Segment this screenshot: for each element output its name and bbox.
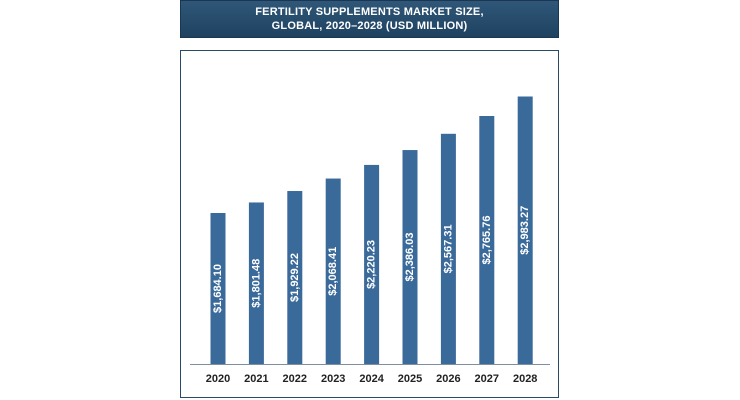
chart-title-line-1: FERTILITY SUPPLEMENTS MARKET SIZE,: [255, 6, 484, 18]
value-label-2026: $2,567.31: [442, 224, 454, 273]
value-label-2020: $1,684.10: [212, 264, 224, 313]
bar-2026: [440, 133, 456, 364]
value-label-2023: $2,068.41: [327, 247, 339, 296]
value-label-2027: $2,765.76: [481, 216, 493, 265]
x-tick-label-2021: 2021: [244, 373, 268, 385]
bar-2022: [287, 191, 303, 364]
x-tick-label-2025: 2025: [398, 373, 422, 385]
bar-2020: [210, 212, 226, 364]
x-tick-label-2020: 2020: [206, 373, 230, 385]
x-tick-label-2024: 2024: [359, 373, 384, 385]
bar-2023: [325, 178, 341, 364]
chart-title-line-2: GLOBAL, 2020–2028 (USD MILLION): [271, 20, 468, 32]
x-tick-label-2026: 2026: [436, 373, 460, 385]
value-label-2024: $2,220.23: [366, 240, 378, 289]
x-tick-label-2027: 2027: [475, 373, 499, 385]
value-label-2022: $1,929.22: [289, 253, 301, 302]
bar-2024: [364, 164, 380, 364]
x-tick-label-2023: 2023: [321, 373, 345, 385]
chart-title-banner: FERTILITY SUPPLEMENTS MARKET SIZE, GLOBA…: [180, 0, 559, 38]
bar-2027: [479, 116, 495, 365]
value-label-2025: $2,386.03: [404, 233, 416, 282]
value-label-2021: $1,801.48: [250, 259, 262, 308]
bar-2025: [402, 150, 418, 364]
bar-2028: [517, 96, 533, 364]
x-tick-label-2022: 2022: [283, 373, 307, 385]
x-tick-label-2028: 2028: [513, 373, 537, 385]
value-label-2028: $2,983.27: [519, 206, 531, 255]
bar-2021: [248, 202, 264, 364]
